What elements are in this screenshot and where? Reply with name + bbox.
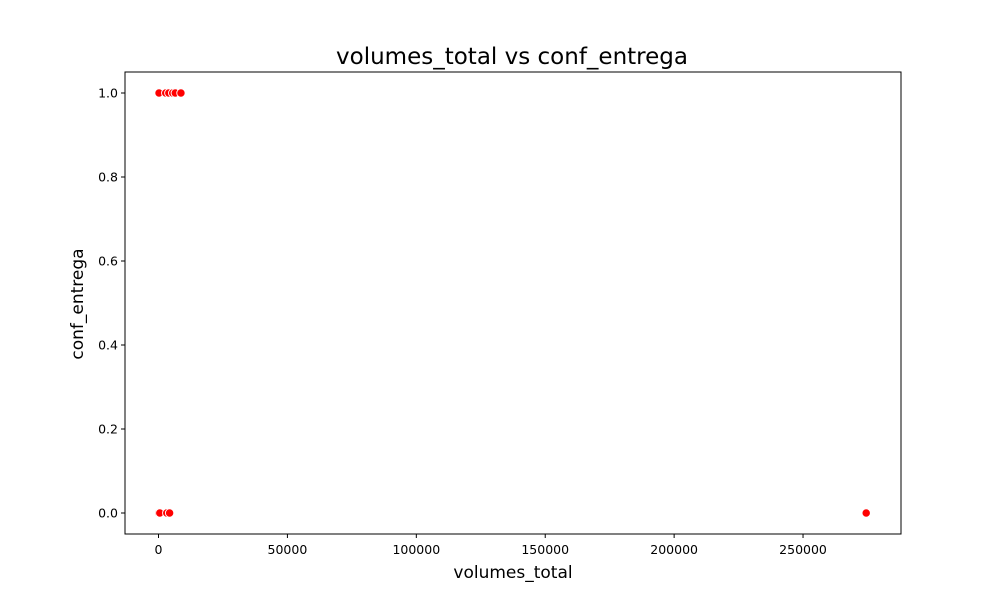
scatter-point (176, 88, 186, 98)
plot-area-frame (124, 71, 902, 535)
data-points (153, 88, 871, 518)
chart-title: volumes_total vs conf_entrega (336, 44, 688, 70)
y-tick-label: 0.4 (98, 338, 118, 353)
y-axis-ticks: 0.0 0.2 0.4 0.6 0.8 1.0 (98, 86, 125, 521)
x-tick-label: 200000 (650, 542, 698, 557)
x-axis-ticks: 0 50000 100000 150000 200000 250000 (155, 534, 827, 557)
x-tick-label: 250000 (779, 542, 827, 557)
y-tick-label: 0.6 (98, 254, 118, 269)
scatter-point (861, 508, 871, 518)
x-tick-label: 0 (155, 542, 163, 557)
y-tick-label: 0.2 (98, 422, 118, 437)
y-tick-label: 0.0 (98, 506, 118, 521)
x-tick-label: 50000 (268, 542, 308, 557)
y-tick-label: 1.0 (98, 86, 118, 101)
x-tick-label: 100000 (392, 542, 440, 557)
y-axis-label: conf_entrega (68, 248, 88, 359)
x-tick-label: 150000 (521, 542, 569, 557)
scatter-point (164, 508, 175, 518)
x-axis-label: volumes_total (453, 563, 572, 583)
y-tick-label: 0.8 (98, 170, 118, 185)
